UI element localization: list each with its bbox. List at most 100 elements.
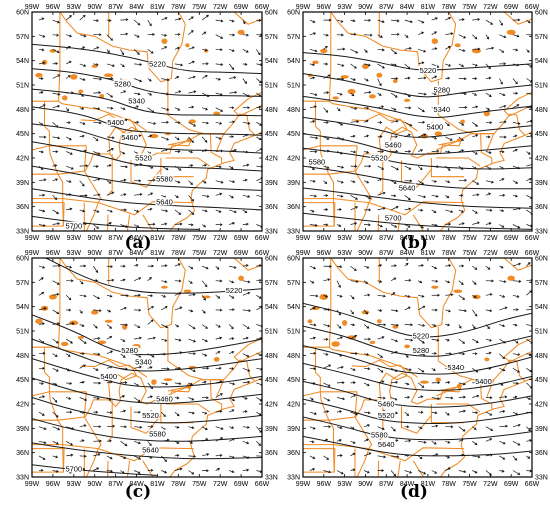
wind-arrow — [229, 19, 235, 23]
wind-arrow — [350, 48, 359, 54]
wind-arrow — [391, 135, 398, 139]
wind-arrow — [363, 452, 372, 457]
wind-arrow — [79, 439, 85, 443]
wind-arrow — [417, 165, 423, 171]
wind-arrow — [66, 136, 72, 141]
wind-arrow — [431, 265, 438, 270]
wind-arrow — [323, 264, 332, 268]
wind-arrow — [458, 222, 465, 226]
wind-arrow — [256, 49, 261, 56]
wind-arrow — [350, 323, 356, 327]
wind-arrow — [188, 209, 195, 215]
wind-arrow — [323, 337, 329, 341]
wind-arrow — [390, 470, 397, 477]
wind-arrow — [336, 294, 343, 298]
wind-arrow — [512, 395, 518, 399]
lat-tick-label-right: 57N — [265, 34, 278, 41]
lake-shape — [161, 38, 168, 44]
wind-arrow — [404, 195, 411, 201]
wind-arrow — [431, 136, 438, 140]
contour-5580 — [32, 165, 262, 191]
wind-arrow — [93, 136, 99, 142]
wind-arrow — [52, 222, 60, 226]
wind-arrow — [134, 63, 143, 66]
lake-shape — [307, 319, 313, 324]
wind-arrow — [188, 136, 194, 144]
lon-tick-label-bottom: 78W — [171, 235, 186, 242]
wind-arrow — [472, 105, 479, 109]
wind-arrow — [309, 19, 316, 24]
wind-arrow — [377, 280, 383, 283]
wind-arrow — [174, 107, 181, 111]
lon-tick-label-top: 78W — [442, 4, 457, 11]
wind-arrow — [120, 381, 128, 384]
wind-arrow — [79, 78, 86, 81]
wind-arrow — [445, 323, 451, 327]
lon-tick-label-top: 90W — [358, 250, 373, 257]
lon-tick-label-top: 93W — [67, 250, 82, 257]
wind-arrow — [133, 263, 139, 267]
contour-5340 — [32, 338, 262, 372]
wind-arrow — [215, 209, 222, 213]
lake-shape — [104, 319, 113, 323]
lon-tick-label-bottom: 81W — [421, 235, 436, 242]
wind-arrow — [147, 78, 152, 82]
wind-arrow — [418, 410, 424, 414]
coastline-segment — [436, 157, 481, 167]
wind-arrow — [418, 48, 427, 53]
contour-label: 5340 — [447, 363, 464, 372]
lon-tick-label-top: 90W — [358, 4, 373, 11]
wind-arrow — [52, 455, 59, 459]
wind-arrow — [323, 470, 332, 474]
wind-arrow — [215, 192, 223, 196]
coastline-segment — [233, 12, 262, 25]
coastline-segment — [400, 406, 432, 434]
wind-arrow — [390, 165, 399, 171]
wind-arrow — [377, 191, 386, 196]
wind-arrow — [485, 46, 495, 50]
wind-arrow — [79, 106, 85, 110]
wind-arrow — [120, 306, 127, 311]
wind-arrow — [472, 426, 477, 430]
wind-arrow — [363, 119, 369, 123]
coastline-segment — [32, 391, 87, 397]
panel-label-d: (d) — [400, 482, 428, 502]
wind-arrow — [147, 264, 155, 268]
wind-arrow — [147, 192, 154, 196]
wind-arrow — [174, 90, 182, 94]
wind-arrow — [404, 382, 410, 386]
wind-arrow — [215, 324, 221, 328]
wind-arrow — [458, 395, 466, 399]
wind-arrow — [66, 322, 75, 326]
wind-arrow — [161, 209, 169, 213]
wind-arrow — [323, 294, 328, 298]
wind-arrow — [93, 121, 102, 125]
wind-arrow — [228, 324, 234, 330]
wind-arrow — [323, 136, 330, 140]
contour-5220 — [32, 43, 262, 75]
lon-tick-label-top: 84W — [400, 4, 415, 11]
wind-arrow — [133, 324, 141, 328]
wind-arrow — [161, 306, 168, 311]
lon-tick-label-top: 78W — [442, 250, 457, 257]
wind-arrow — [445, 209, 454, 214]
wind-arrow — [229, 265, 237, 269]
wind-arrow — [499, 265, 504, 269]
wind-arrow — [418, 92, 427, 96]
wind-arrow — [336, 470, 344, 475]
wind-vectors — [38, 14, 262, 229]
wind-arrow — [174, 150, 181, 154]
lat-tick-label-right: 33N — [265, 229, 278, 236]
wind-arrow — [418, 470, 427, 475]
coastline-segment — [169, 337, 262, 477]
wind-arrow — [458, 178, 467, 182]
contour-5460 — [32, 123, 262, 154]
wind-arrow — [363, 309, 368, 315]
lat-tick-label-right: 36N — [535, 204, 548, 211]
wind-arrow — [161, 120, 169, 124]
wind-arrow — [364, 337, 371, 341]
wind-arrow — [229, 367, 235, 371]
wind-arrow — [188, 280, 193, 284]
